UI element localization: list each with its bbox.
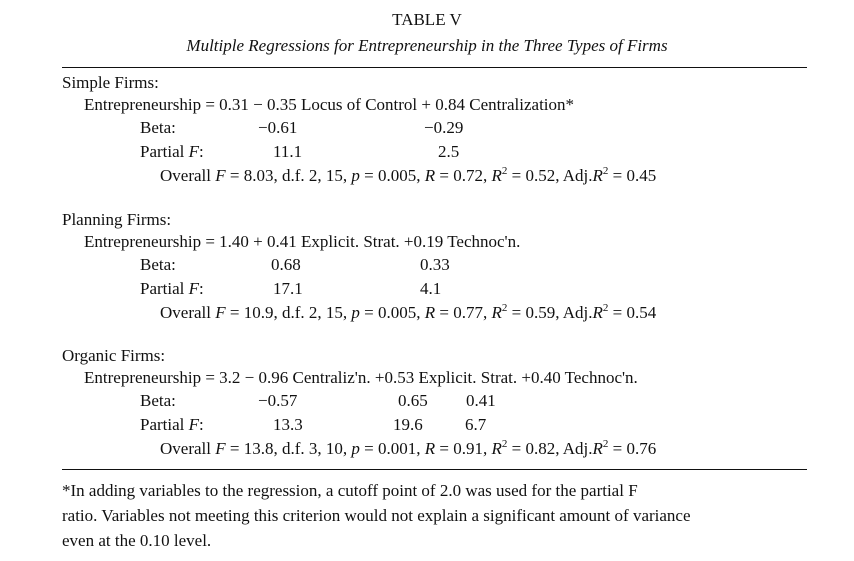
- partial-f-value: 6.7: [465, 415, 487, 434]
- footnote-line: even at the 0.10 level.: [62, 531, 212, 550]
- beta-value: −0.61: [258, 118, 298, 137]
- partial-f-label: Partial F:: [140, 415, 204, 434]
- footnote-line: ratio. Variables not meeting this criter…: [62, 506, 691, 525]
- beta-value: −0.57: [258, 391, 298, 410]
- regression-equation: Entrepreneurship = 3.2 − 0.96 Centraliz'…: [84, 368, 638, 387]
- beta-value: −0.29: [424, 118, 464, 137]
- partial-f-value: 17.1: [273, 279, 303, 298]
- beta-label: Beta:: [140, 391, 176, 410]
- beta-label: Beta:: [140, 255, 176, 274]
- partial-f-label: Partial F:: [140, 279, 204, 298]
- footnote-line: *In adding variables to the regression, …: [62, 481, 638, 500]
- partial-f-value: 11.1: [273, 142, 303, 161]
- table-subtitle: Multiple Regressions for Entrepreneurshi…: [186, 36, 668, 55]
- top-rule: [62, 67, 807, 68]
- partial-f-label: Partial F:: [140, 142, 204, 161]
- beta-value: 0.68: [271, 255, 301, 274]
- beta-value: 0.41: [466, 391, 496, 410]
- partial-f-value: 4.1: [420, 279, 442, 298]
- partial-f-value: 13.3: [273, 415, 303, 434]
- overall-stats: Overall F = 8.03, d.f. 2, 15, p = 0.005,…: [160, 165, 657, 186]
- overall-stats: Overall F = 13.8, d.f. 3, 10, p = 0.001,…: [160, 438, 657, 459]
- beta-value: 0.33: [420, 255, 450, 274]
- partial-f-value: 2.5: [438, 142, 460, 161]
- table-title: TABLE V: [392, 10, 462, 29]
- beta-label: Beta:: [140, 118, 176, 137]
- bottom-rule: [62, 469, 807, 470]
- regression-equation: Entrepreneurship = 0.31 − 0.35 Locus of …: [84, 95, 575, 114]
- group-heading: Planning Firms:: [62, 210, 172, 229]
- regression-equation: Entrepreneurship = 1.40 + 0.41 Explicit.…: [84, 232, 521, 251]
- beta-value: 0.65: [398, 391, 428, 410]
- partial-f-value: 19.6: [393, 415, 423, 434]
- group-heading: Simple Firms:: [62, 73, 159, 92]
- overall-stats: Overall F = 10.9, d.f. 2, 15, p = 0.005,…: [160, 302, 657, 323]
- group-heading: Organic Firms:: [62, 346, 166, 365]
